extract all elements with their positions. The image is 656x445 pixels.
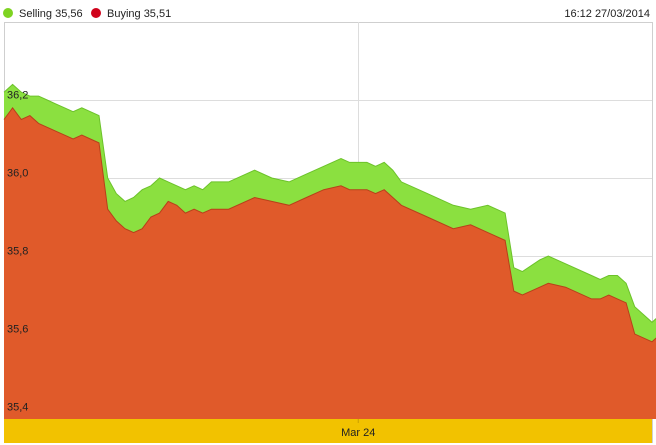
buying-legend-label: Buying 35,51 (107, 8, 171, 20)
legend: Selling 35,56 Buying 35,51 16:12 27/03/2… (3, 8, 650, 20)
selling-legend-label: Selling 35,56 (19, 8, 83, 20)
y-tick-label: 35,6 (7, 324, 28, 336)
timestamp: 16:12 27/03/2014 (564, 8, 650, 20)
buying-area (4, 107, 656, 419)
time-axis-bar (4, 419, 652, 443)
selling-line (3, 83, 656, 323)
y-tick-label: 35,8 (7, 246, 28, 258)
buying-line (3, 106, 656, 343)
y-tick-label: 35,4 (7, 402, 28, 414)
y-tick-label: 36,0 (7, 168, 28, 180)
buying-legend-dot (91, 8, 101, 18)
series-layer (3, 83, 656, 419)
selling-legend-dot (3, 8, 13, 18)
y-tick-label: 36,2 (7, 90, 28, 102)
x-tick-label: Mar 24 (341, 427, 375, 439)
axis-layer: 35,4 35,6 35,8 36,0 36,2 Mar 24 (4, 90, 652, 443)
